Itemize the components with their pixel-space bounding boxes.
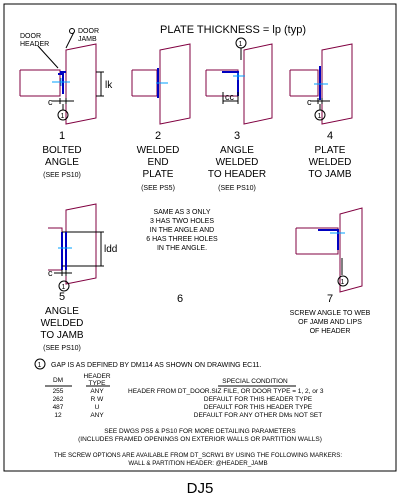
door-jamb-leader — [65, 31, 75, 49]
detail-7-drawing — [295, 207, 363, 293]
svg-text:OF HEADER: OF HEADER — [310, 328, 351, 335]
see-dwgs-note: SEE DWGS PS5 & PS10 FOR MORE DETAILING P… — [78, 428, 322, 443]
svg-text:3: 3 — [234, 130, 240, 142]
detail-4-caption: 4 PLATE WELDED TO JAMB — [308, 130, 351, 180]
svg-text:6: 6 — [177, 293, 183, 305]
table-header-condition: SPECIAL CONDITION — [222, 378, 288, 385]
table-header-dm: DM — [53, 377, 63, 384]
detail-1-drawing — [19, 43, 104, 125]
dm-table: DM HEADER TYPE SPECIAL CONDITION 255 ANY… — [45, 373, 324, 419]
svg-text:6 HAS THREE HOLES: 6 HAS THREE HOLES — [146, 236, 218, 243]
table-header-type: HEADER — [83, 373, 110, 380]
table-row-dm: 487 — [53, 404, 64, 411]
detail-5-dim-ldd: ldd — [104, 244, 117, 255]
table-row-dm: 255 — [53, 388, 64, 395]
svg-text:SCREW ANGLE TO WEB: SCREW ANGLE TO WEB — [290, 310, 371, 317]
svg-text:TYPE: TYPE — [89, 380, 107, 387]
svg-text:1: 1 — [38, 362, 42, 369]
svg-text:DEFAULT FOR THIS HEADER TYPE: DEFAULT FOR THIS HEADER TYPE — [204, 404, 313, 411]
detail-1-dim-c: c — [48, 97, 53, 107]
door-header-leader — [37, 45, 59, 69]
gap-note-symbol — [34, 358, 46, 370]
sheet-border — [3, 3, 397, 472]
svg-text:(SEE PS10): (SEE PS10) — [43, 345, 81, 352]
svg-text:ANY: ANY — [90, 412, 104, 419]
detail-5-drawing — [48, 203, 104, 292]
svg-text:TO JAMB: TO JAMB — [40, 330, 83, 341]
svg-text:PLATE: PLATE — [143, 169, 174, 180]
svg-text:WELDED: WELDED — [309, 157, 352, 168]
detail-7-gap-symbol: 1 — [341, 279, 345, 286]
gap-note: GAP IS AS DEFINED BY DM114 AS SHOWN ON D… — [51, 362, 261, 369]
detail-2-caption: 2 WELDED END PLATE (SEE PS5) — [137, 130, 180, 192]
svg-text:OF JAMB AND LIPS: OF JAMB AND LIPS — [298, 319, 362, 326]
detail-7-caption: 7 SCREW ANGLE TO WEB OF JAMB AND LIPS OF… — [290, 293, 371, 335]
plate-thickness-note: PLATE THICKNESS = lp (typ) — [160, 24, 306, 36]
svg-text:(SEE PS10): (SEE PS10) — [43, 172, 81, 179]
detail-2-drawing — [131, 43, 191, 125]
svg-text:IN THE ANGLE AND: IN THE ANGLE AND — [150, 227, 214, 234]
detail-3-caption: 3 ANGLE WELDED TO HEADER (SEE PS10) — [208, 130, 266, 192]
detail-3-drawing — [205, 37, 273, 125]
svg-text:TO HEADER: TO HEADER — [208, 169, 266, 180]
svg-text:ANY: ANY — [90, 388, 104, 395]
svg-text:PLATE: PLATE — [315, 145, 346, 156]
svg-text:IN THE ANGLE.: IN THE ANGLE. — [157, 245, 207, 252]
svg-text:DEFAULT FOR THIS HEADER TYPE: DEFAULT FOR THIS HEADER TYPE — [204, 396, 313, 403]
svg-text:ANGLE: ANGLE — [45, 306, 79, 317]
detail-5-dim-c: c — [48, 268, 53, 278]
svg-text:END: END — [147, 157, 168, 168]
svg-text:WELDED: WELDED — [137, 145, 180, 156]
detail-3-gap-symbol: 1 — [239, 41, 243, 48]
svg-text:SEE DWGS PS5 & PS10 FOR MORE D: SEE DWGS PS5 & PS10 FOR MORE DETAILING P… — [104, 428, 296, 435]
svg-text:WELDED: WELDED — [41, 318, 84, 329]
detail-4-gap-symbol: 1 — [318, 113, 322, 120]
detail-4-drawing — [289, 43, 353, 125]
svg-text:THE SCREW OPTIONS ARE AVAILABL: THE SCREW OPTIONS ARE AVAILABLE FROM DT_… — [54, 452, 343, 459]
screw-options-note: THE SCREW OPTIONS ARE AVAILABLE FROM DT_… — [54, 452, 343, 467]
detail-1-caption: 1 BOLTED ANGLE (SEE PS10) — [42, 130, 81, 179]
svg-text:(SEE PS5): (SEE PS5) — [141, 185, 175, 192]
detail-1-dim-lk: lk — [105, 80, 113, 91]
detail-3-dim-cc: cc — [225, 92, 235, 102]
svg-text:DEFAULT FOR ANY OTHER DMs NOT: DEFAULT FOR ANY OTHER DMs NOT SET — [194, 412, 322, 419]
svg-text:3 HAS TWO HOLES: 3 HAS TWO HOLES — [150, 218, 214, 225]
svg-text:5: 5 — [59, 291, 65, 303]
svg-text:2: 2 — [155, 130, 161, 142]
svg-text:ANGLE: ANGLE — [220, 145, 254, 156]
detail-6-note: SAME AS 3 ONLY 3 HAS TWO HOLES IN THE AN… — [146, 209, 218, 252]
door-header-label: DOOR HEADER — [20, 33, 49, 48]
svg-text:TO JAMB: TO JAMB — [308, 169, 351, 180]
detail-5-gap-symbol: 1 — [62, 284, 66, 291]
svg-text:HEADER FROM DT_DOOR.SIZ FILE,: HEADER FROM DT_DOOR.SIZ FILE, OR DOOR TY… — [128, 388, 324, 395]
detail-5-caption: 5 ANGLE WELDED TO JAMB (SEE PS10) — [40, 291, 83, 352]
svg-text:WALL & PARTITION HEADER: @HEAD: WALL & PARTITION HEADER: @HEADER_JAMB — [128, 460, 267, 467]
door-jamb-label: DOOR JAMB — [78, 28, 101, 43]
svg-text:7: 7 — [327, 293, 333, 305]
svg-text:ANGLE: ANGLE — [45, 157, 79, 168]
svg-text:BOLTED: BOLTED — [42, 145, 81, 156]
drawing-id: DJ5 — [187, 480, 214, 497]
table-row-dm: 262 — [53, 396, 64, 403]
svg-text:WELDED: WELDED — [216, 157, 259, 168]
table-row-dm: 12 — [54, 412, 62, 419]
svg-text:1: 1 — [59, 130, 65, 142]
svg-text:4: 4 — [327, 130, 333, 142]
jamb-leader-dot — [69, 28, 75, 34]
svg-text:SAME AS 3 ONLY: SAME AS 3 ONLY — [153, 209, 210, 216]
svg-text:(SEE PS10): (SEE PS10) — [218, 185, 256, 192]
svg-text:U: U — [95, 404, 100, 411]
detail-1-gap-symbol: 1 — [61, 113, 65, 120]
svg-text:R W: R W — [91, 396, 105, 403]
svg-text:(INCLUDES FRAMED OPENINGS ON E: (INCLUDES FRAMED OPENINGS ON EXTERIOR WA… — [78, 436, 322, 443]
detail-4-dim-c: c — [307, 97, 312, 107]
detail-6-caption: 6 — [177, 293, 183, 305]
